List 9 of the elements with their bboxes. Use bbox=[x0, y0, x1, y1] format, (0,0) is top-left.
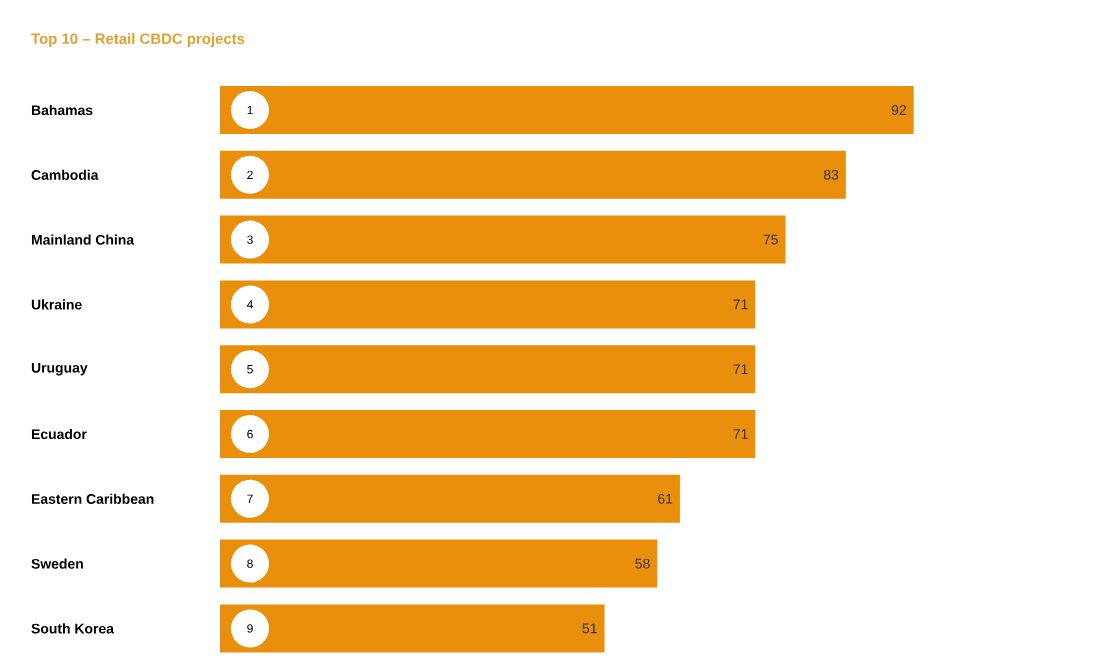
bar bbox=[220, 539, 658, 588]
bar bbox=[220, 280, 756, 329]
bar bbox=[220, 410, 756, 459]
bar bbox=[220, 604, 605, 653]
bar bbox=[220, 474, 680, 523]
bar bbox=[220, 150, 846, 199]
bar bbox=[220, 215, 786, 264]
bar bbox=[220, 345, 756, 394]
bar bbox=[220, 86, 914, 135]
